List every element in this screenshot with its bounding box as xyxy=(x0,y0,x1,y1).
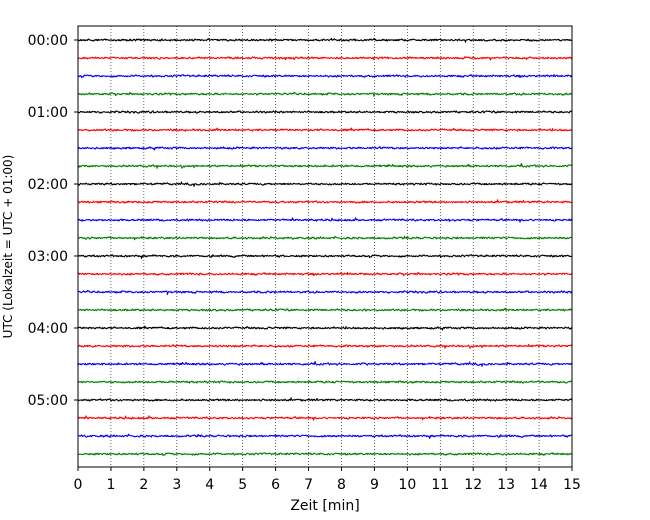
x-tick-label: 5 xyxy=(238,477,247,493)
x-tick-label: 4 xyxy=(205,477,214,493)
trace-line xyxy=(77,217,573,223)
x-tick-label: 13 xyxy=(497,477,515,493)
x-tick-label: 14 xyxy=(530,477,548,493)
trace-line xyxy=(77,271,573,277)
trace-line xyxy=(77,254,573,259)
y-axis-label: UTC (Lokalzeit = UTC + 01:00) xyxy=(1,155,15,339)
x-tick-label: 2 xyxy=(139,477,148,493)
x-tick-label: 11 xyxy=(431,477,449,493)
trace-line xyxy=(77,380,573,384)
y-tick-label: 04:00 xyxy=(28,321,68,337)
x-tick-label: 10 xyxy=(398,477,416,493)
trace-line xyxy=(77,325,573,331)
trace-line xyxy=(77,73,573,79)
trace-line xyxy=(77,235,573,241)
trace-line xyxy=(77,110,573,114)
trace-lines xyxy=(77,37,573,457)
trace-line xyxy=(77,343,573,349)
trace-line xyxy=(77,433,573,439)
trace-line xyxy=(77,199,573,204)
y-tick-label: 00:00 xyxy=(28,33,68,49)
trace-line xyxy=(77,181,573,187)
x-tick-label: 15 xyxy=(563,477,581,493)
x-tick-label: 7 xyxy=(304,477,313,493)
y-tick-label: 02:00 xyxy=(28,177,68,193)
y-tick-label: 03:00 xyxy=(28,249,68,265)
x-tick-label: 3 xyxy=(172,477,181,493)
trace-line xyxy=(77,307,573,312)
x-tick-label: 9 xyxy=(370,477,379,493)
x-tick-label: 0 xyxy=(74,477,83,493)
trace-line xyxy=(77,37,573,43)
trace-line xyxy=(77,91,573,97)
y-axis-ticks: 00:00 01:00 02:00 03:00 04:00 05:00 xyxy=(28,33,78,409)
x-tick-label: 6 xyxy=(271,477,280,493)
y-tick-label: 05:00 xyxy=(28,393,68,409)
y-tick-label: 01:00 xyxy=(28,105,68,121)
trace-line xyxy=(77,163,573,169)
trace-line xyxy=(77,289,573,295)
x-axis-label: Zeit [min] xyxy=(290,498,359,514)
x-tick-label: 12 xyxy=(464,477,482,493)
trace-line xyxy=(77,361,573,367)
trace-line xyxy=(77,397,573,402)
trace-line xyxy=(77,415,573,421)
plot-frame xyxy=(77,25,573,468)
trace-line xyxy=(77,127,573,132)
trace-line xyxy=(77,56,573,61)
x-axis-ticks: 0 1 2 3 4 5 6 7 8 9 10 11 12 13 14 15 xyxy=(74,467,581,493)
x-tick-label: 8 xyxy=(337,477,346,493)
trace-line xyxy=(77,452,573,457)
trace-line xyxy=(77,146,573,151)
x-tick-label: 1 xyxy=(106,477,115,493)
